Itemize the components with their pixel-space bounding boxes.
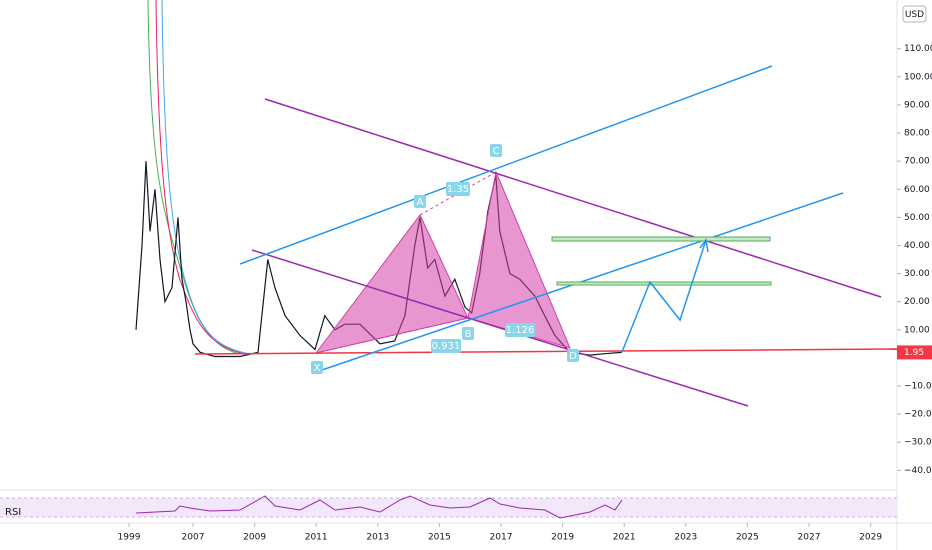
y-tick-label: 50.00 <box>904 213 930 223</box>
tag-box <box>505 323 535 337</box>
y-tick-label: 90.00 <box>904 100 930 110</box>
pattern-label: A <box>417 197 424 208</box>
target-zone <box>551 236 771 242</box>
tag-box <box>490 144 502 157</box>
pattern-label: B <box>465 329 472 340</box>
x-tick-label: 2023 <box>674 533 697 543</box>
ratio-label: 1.35 <box>447 184 469 195</box>
y-tick-label: 60.00 <box>904 185 930 195</box>
x-tick-label: 2019 <box>551 533 574 543</box>
y-tick-label: 30.00 <box>904 269 930 279</box>
price-tag-label: 1.95 <box>904 348 924 358</box>
tag-box <box>446 182 470 196</box>
tag-box <box>311 361 323 374</box>
tag-box <box>462 327 474 340</box>
price-tag <box>897 345 932 360</box>
currency-label: USD <box>905 10 924 20</box>
y-tick-label: 20.00 <box>904 297 930 307</box>
x-tick-label: 2021 <box>613 533 636 543</box>
y-tick-label: −20.00 <box>904 410 932 420</box>
ratio-label: 0.931 <box>432 341 461 352</box>
x-tick-label: 2017 <box>490 533 513 543</box>
y-tick-label: 10.00 <box>904 325 930 335</box>
harmonic-leg <box>315 317 469 354</box>
y-tick-label: −10.00 <box>904 382 932 392</box>
moving-average <box>155 0 246 355</box>
x-tick-label: 2011 <box>305 533 328 543</box>
tag-box <box>567 349 579 362</box>
tag-box <box>431 339 461 353</box>
pattern-label: D <box>569 351 577 362</box>
rsi-line <box>135 495 623 519</box>
x-tick-label: 2013 <box>366 533 389 543</box>
x-tick-label: 1999 <box>118 533 141 543</box>
y-tick-label: 40.00 <box>904 241 930 251</box>
x-tick-label: 2015 <box>428 533 451 543</box>
harmonic-wing <box>314 214 469 354</box>
currency-box <box>902 5 927 23</box>
y-tick-label: −30.00 <box>904 438 932 448</box>
trend-line <box>239 65 773 265</box>
x-tick-label: 2025 <box>736 533 759 543</box>
y-tick-label: 110.00 <box>904 44 932 54</box>
x-tick-label: 2027 <box>798 533 821 543</box>
tag-box <box>414 195 426 208</box>
support-line <box>194 348 898 355</box>
moving-average <box>147 0 241 355</box>
pattern-label: X <box>314 363 321 374</box>
projection-path <box>621 238 709 353</box>
target-zone <box>556 281 772 286</box>
x-tick-label: 2009 <box>243 533 266 543</box>
pattern-label: C <box>493 146 500 157</box>
y-tick-label: 100.00 <box>904 72 932 82</box>
ratio-label: 1.126 <box>506 325 535 336</box>
y-tick-label: 70.00 <box>904 157 930 167</box>
y-tick-label: 80.00 <box>904 129 930 139</box>
trend-line <box>251 249 749 407</box>
x-tick-label: 2029 <box>859 533 882 543</box>
indicator-label: RSI <box>5 507 21 518</box>
trend-line <box>264 98 882 298</box>
x-tick-label: 2007 <box>182 533 205 543</box>
y-tick-label: −40.00 <box>904 466 932 476</box>
